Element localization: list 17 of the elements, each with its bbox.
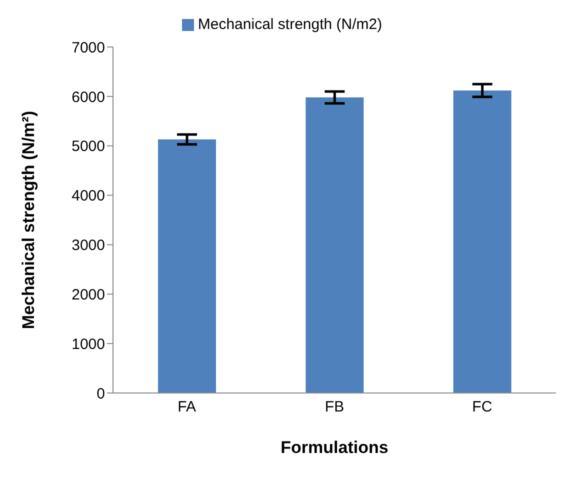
x-axis-title: Formulations [280, 438, 388, 457]
y-tick-label: 7000 [72, 39, 105, 56]
bar [306, 97, 364, 393]
y-tick-label: 0 [96, 385, 105, 402]
y-tick-label: 2000 [72, 286, 105, 304]
y-tick-label: 6000 [72, 88, 105, 106]
legend-label: Mechanical strength (N/m2) [198, 16, 382, 33]
y-tick-label: 4000 [72, 188, 105, 205]
x-tick-label: FA [178, 398, 196, 416]
x-tick-label: FC [472, 398, 492, 416]
y-tick-label: 5000 [72, 138, 105, 156]
y-tick-label: 3000 [72, 237, 105, 254]
bar [453, 90, 512, 393]
bar [158, 139, 216, 393]
y-tick-label: 1000 [72, 336, 105, 353]
y-axis-title: Mechanical strength (N/m²) [19, 110, 38, 330]
x-tick-label: FB [324, 398, 344, 416]
